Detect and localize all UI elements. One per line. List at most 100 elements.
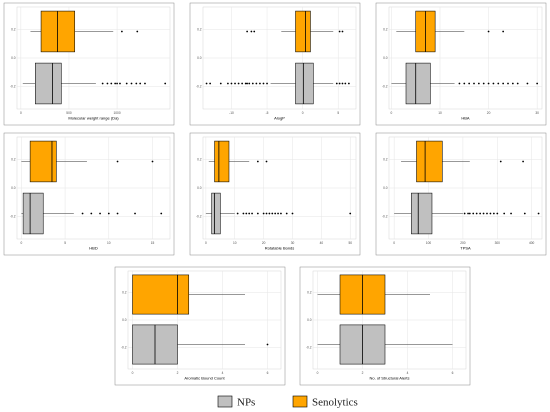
x-tick-label: 0	[302, 111, 304, 115]
outlier-point-nps	[144, 82, 146, 85]
x-tick-label: 10	[233, 241, 237, 245]
x-tick-label: 2	[177, 371, 179, 375]
x-tick-label: 400	[529, 241, 535, 245]
y-tick-label: -0.2	[196, 85, 202, 89]
chart-panel-4: 0 5 10 15 0.2 0.0 -0.2 HBD	[3, 132, 175, 256]
outlier-point-nps	[135, 82, 138, 85]
outlier-point-nps	[349, 212, 352, 215]
outlier-point-senolytics	[522, 160, 524, 163]
outlier-point-nps	[139, 82, 142, 85]
outlier-point-nps	[496, 212, 499, 215]
y-tick-label: 0.0	[383, 56, 388, 60]
outlier-point-nps	[248, 212, 251, 215]
y-tick-label: -0.2	[382, 215, 388, 219]
outlier-point-nps	[502, 82, 505, 85]
legend: NPs Senolytics	[217, 395, 358, 409]
box-nps	[411, 192, 433, 235]
outlier-point-nps	[90, 212, 93, 215]
chart-panel-6: 0 100 200 300 400 0.2 0.0 -0.2 TPSA	[375, 132, 547, 256]
outlier-point-nps	[479, 212, 482, 215]
x-tick-label: 50	[348, 241, 352, 245]
outlier-point-nps	[106, 82, 109, 85]
x-tick-label: 6	[267, 371, 269, 375]
outlier-point-nps	[347, 82, 350, 85]
x-axis-label: No. of Structural Alerts	[369, 376, 409, 381]
outlier-point-senolytics	[116, 160, 119, 163]
outlier-point-senolytics	[502, 30, 505, 33]
x-tick-label: 200	[460, 241, 466, 245]
outlier-point-nps	[477, 82, 480, 85]
y-tick-label: -0.2	[10, 215, 16, 219]
outlier-point-nps	[219, 82, 222, 85]
outlier-point-nps	[256, 212, 259, 215]
outlier-point-nps	[266, 82, 268, 85]
x-axis-label: Molecular weight range (Da)	[68, 116, 119, 121]
outlier-point-nps	[81, 212, 84, 215]
outlier-point-nps	[492, 212, 495, 215]
outlier-point-nps	[116, 212, 119, 215]
x-tick-label: 0	[393, 241, 395, 245]
outlier-point-nps	[523, 212, 526, 215]
y-tick-label: 0.0	[197, 56, 202, 60]
box-senolytics	[29, 140, 57, 183]
x-tick-label: 10	[107, 241, 111, 245]
box-senolytics	[416, 140, 443, 183]
outlier-point-nps	[242, 212, 245, 215]
y-tick-label: 0.2	[307, 291, 312, 295]
legend-swatch-senolytics	[292, 395, 308, 408]
x-tick-label: 2	[362, 371, 364, 375]
outlier-point-senolytics	[253, 30, 256, 33]
chart-panel-1: 0 500 1000 0.2 0.0 -0.2 Molecular weight range…	[3, 2, 175, 126]
outlier-point-nps	[265, 212, 268, 215]
outlier-point-nps	[473, 82, 475, 85]
x-tick-label: 4	[407, 371, 409, 375]
outlier-point-nps	[536, 82, 539, 85]
y-tick-label: 0.0	[307, 318, 312, 322]
x-tick-label: 300	[495, 241, 501, 245]
outlier-point-nps	[341, 82, 344, 85]
x-tick-label: 5	[64, 241, 66, 245]
x-tick-label: 0	[132, 371, 134, 375]
outlier-point-senolytics	[265, 160, 268, 163]
x-tick-label: 4	[222, 371, 224, 375]
outlier-point-nps	[205, 82, 208, 85]
outlier-point-nps	[472, 212, 475, 215]
x-axis-label: TPSA	[460, 246, 471, 251]
legend-label-senolytics: Senolytics	[312, 397, 358, 409]
outlier-point-nps	[230, 82, 233, 85]
outlier-point-nps	[277, 212, 279, 215]
outlier-point-nps	[475, 212, 478, 215]
outlier-point-nps	[507, 82, 509, 85]
outlier-point-nps	[487, 82, 490, 85]
box-senolytics	[40, 10, 76, 53]
chart-panel-3: 0 10 20 30 0.2 0.0 -0.2 HBA	[375, 2, 547, 126]
y-tick-label: -0.2	[10, 85, 16, 89]
y-tick-label: 0.0	[11, 186, 16, 190]
outlier-point-nps	[262, 212, 265, 215]
y-tick-label: -0.2	[121, 346, 127, 350]
y-tick-label: -0.2	[382, 85, 388, 89]
y-tick-label: 0.0	[197, 186, 202, 190]
x-tick-label: 0	[20, 241, 22, 245]
outlier-point-senolytics	[256, 160, 259, 163]
outlier-point-nps	[245, 212, 248, 215]
outlier-point-senolytics	[338, 30, 341, 33]
outlier-point-senolytics	[341, 30, 344, 33]
x-tick-label: 30	[291, 241, 295, 245]
box-nps	[405, 62, 431, 105]
x-tick-label: -10	[229, 111, 234, 115]
x-axis-label: HBA	[461, 116, 470, 121]
x-tick-label: 6	[452, 371, 454, 375]
y-tick-label: 0.2	[383, 158, 388, 162]
box-nps	[211, 192, 221, 235]
outlier-point-nps	[237, 82, 240, 85]
outlier-point-nps	[468, 82, 471, 85]
outlier-point-nps	[285, 212, 288, 215]
outlier-point-nps	[119, 82, 121, 85]
outlier-point-nps	[458, 82, 461, 85]
y-tick-label: 0.2	[11, 28, 16, 32]
outlier-point-nps	[526, 82, 529, 85]
outlier-point-nps	[268, 212, 271, 215]
x-axis-label: AlogP	[274, 116, 285, 121]
x-tick-label: 15	[151, 241, 155, 245]
